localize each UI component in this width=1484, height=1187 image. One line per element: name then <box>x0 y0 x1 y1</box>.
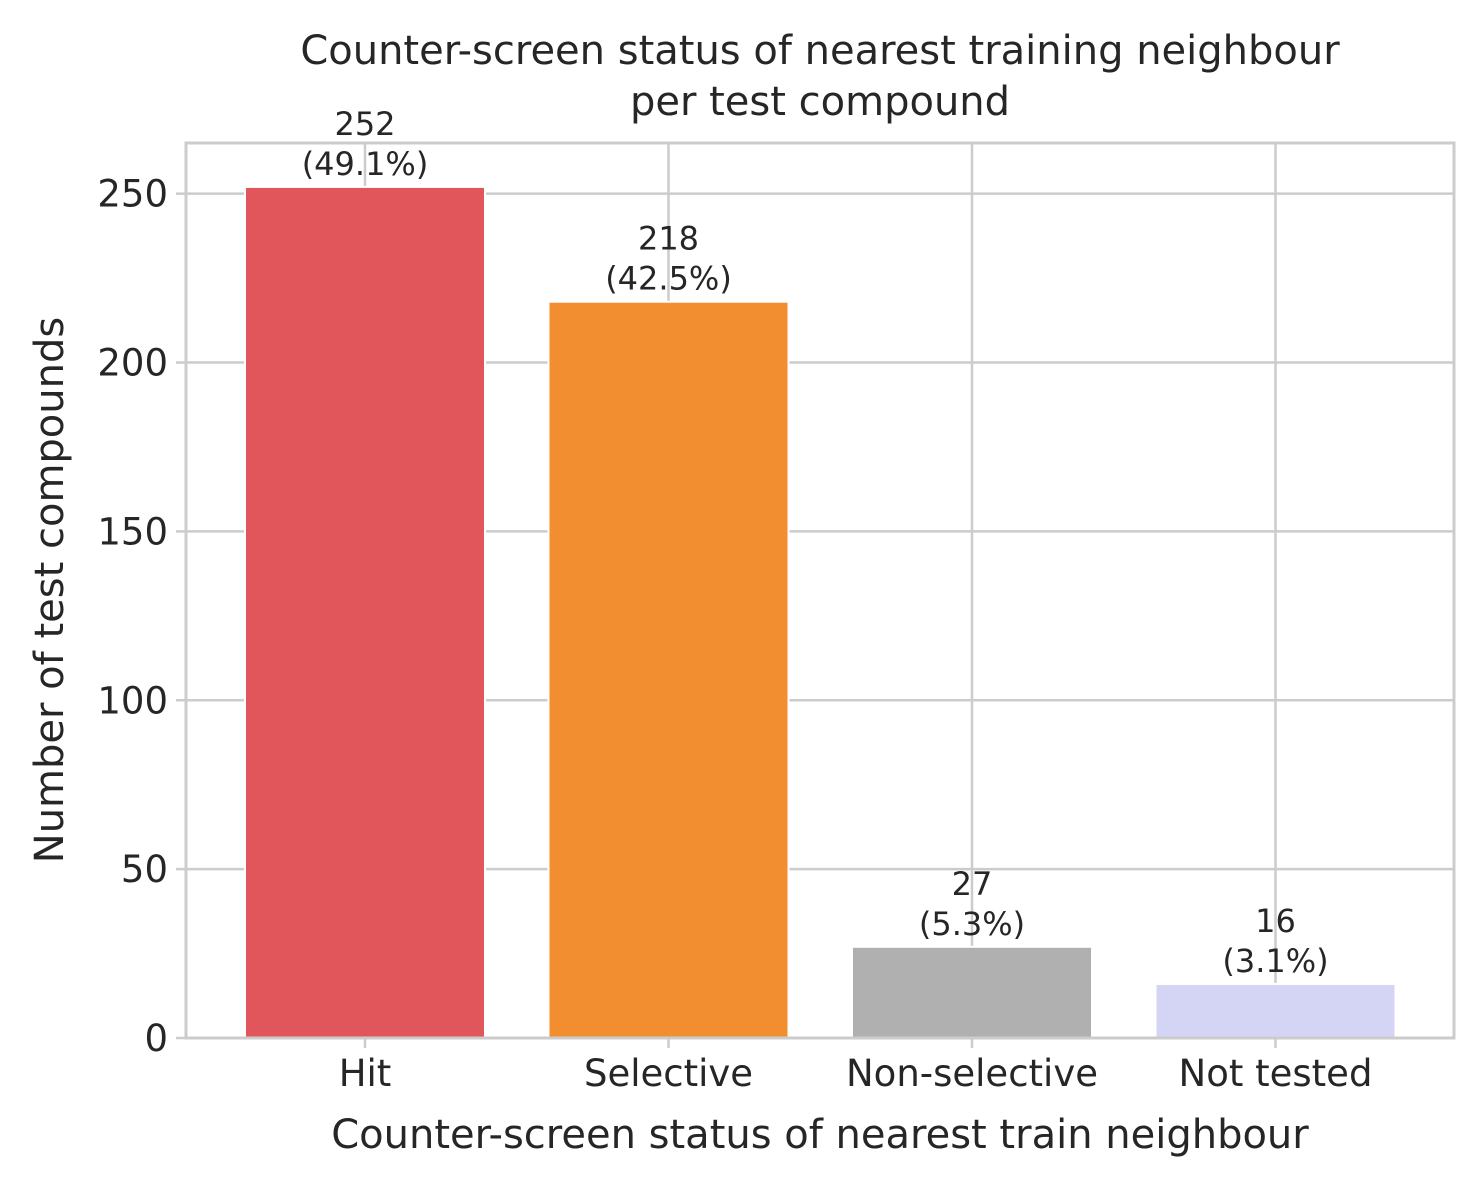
x-axis-label: Counter-screen status of nearest train n… <box>331 1112 1309 1158</box>
x-tick-label: Hit <box>339 1052 392 1095</box>
y-tick-label: 50 <box>121 848 168 891</box>
bar-value-label: 27 <box>952 865 993 903</box>
axis-ticks: 0 50 100 150 200 250 Hit Selective Non-selective… <box>97 173 1372 1095</box>
bar-value-label: 252 <box>334 105 395 143</box>
bar-value-labels: 252(49.1%) 218(42.5%) 27(5.3%) 16(3.1%) <box>302 105 1329 980</box>
bar <box>244 185 486 1040</box>
chart-title-line-2: per test compound <box>630 79 1010 125</box>
y-tick-label: 100 <box>97 679 168 722</box>
y-axis-label: Number of test compounds <box>27 317 73 863</box>
bars <box>244 185 1397 1040</box>
bar-percent-label: (49.1%) <box>302 145 429 183</box>
y-tick-label: 200 <box>97 342 168 385</box>
bar-value-label: 16 <box>1255 902 1296 940</box>
bar <box>547 300 790 1039</box>
y-tick-label: 250 <box>97 173 168 216</box>
plot-frame <box>184 141 1456 1040</box>
bar-percent-label: (42.5%) <box>605 260 732 298</box>
y-tick-label: 150 <box>97 510 168 553</box>
bar <box>1154 982 1397 1040</box>
bar <box>851 945 1093 1040</box>
chart-title-line-1: Counter-screen status of nearest trainin… <box>300 28 1340 74</box>
y-tick-label: 0 <box>144 1017 168 1060</box>
bar-value-label: 218 <box>638 220 699 258</box>
x-tick-label: Selective <box>584 1052 753 1095</box>
x-tick-label: Not tested <box>1179 1052 1373 1095</box>
x-tick-label: Non-selective <box>846 1052 1098 1095</box>
bar-percent-label: (5.3%) <box>919 905 1025 943</box>
bar-percent-label: (3.1%) <box>1222 942 1328 980</box>
